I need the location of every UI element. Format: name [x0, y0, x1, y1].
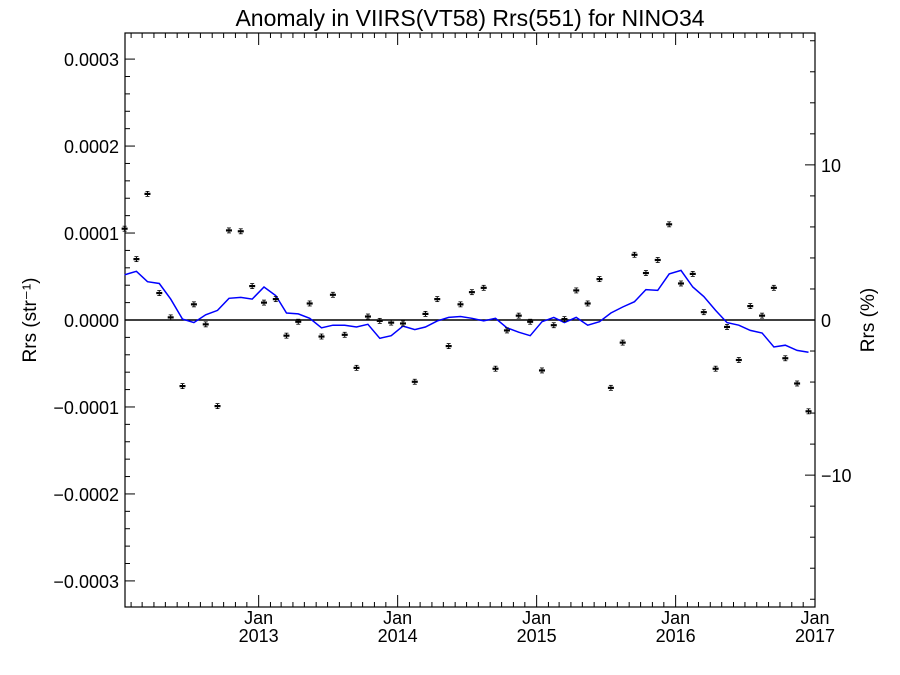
- x-tick-month-label: Jan: [800, 608, 829, 628]
- x-tick-year-label: 2016: [656, 626, 696, 646]
- y-tick-label-left: 0.0001: [64, 224, 119, 244]
- x-tick-month-label: Jan: [244, 608, 273, 628]
- plot-area: 0.0003 0.0002 0.0001 0.0000 −0.0001 −0.0002 −0…: [53, 32, 852, 646]
- x-tick-month-label: Jan: [522, 608, 551, 628]
- y-tick-label-left: −0.0001: [53, 398, 119, 418]
- series-line-mean: [124, 269, 809, 353]
- y-tick-label-left: 0.0003: [64, 50, 119, 70]
- x-tick-month-label: Jan: [383, 608, 412, 628]
- y-axis-label-left: Rrs (str⁻¹): [20, 278, 41, 363]
- x-tick-year-label: 2017: [795, 626, 835, 646]
- y-axis-label-right: Rrs (%): [858, 288, 879, 352]
- y-tick-label-right: 10: [821, 156, 841, 176]
- x-tick-year-label: 2015: [517, 626, 557, 646]
- y-tick-label-right: 0: [821, 311, 831, 331]
- y-tick-label-right: −10: [821, 466, 852, 486]
- y-tick-label-left: 0.0000: [64, 311, 119, 331]
- y-tick-label-left: −0.0002: [53, 485, 119, 505]
- y-tick-label-left: 0.0002: [64, 137, 119, 157]
- x-tick-year-label: 2014: [378, 626, 418, 646]
- y-tick-label-left: −0.0003: [53, 572, 119, 592]
- x-tick-year-label: 2013: [239, 626, 279, 646]
- x-tick-month-label: Jan: [661, 608, 690, 628]
- chart-title: Anomaly in VIIRS(VT58) Rrs(551) for NINO…: [235, 5, 704, 31]
